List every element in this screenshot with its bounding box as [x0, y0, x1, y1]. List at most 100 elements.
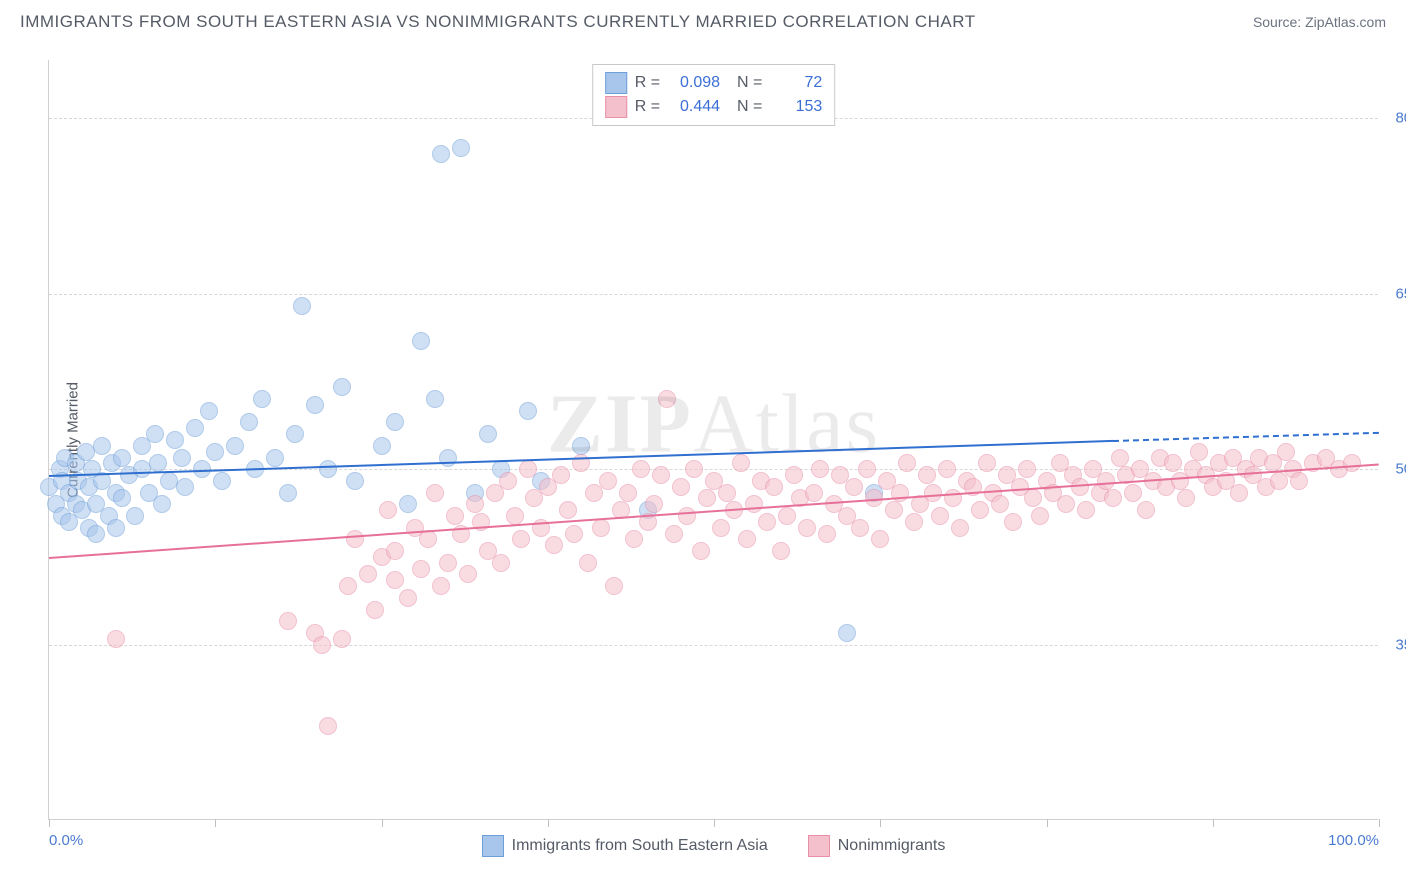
scatter-point [107, 519, 125, 537]
trend-line [1113, 432, 1379, 442]
scatter-point [851, 519, 869, 537]
scatter-point [1164, 454, 1182, 472]
scatter-point [798, 519, 816, 537]
correlation-legend: R = 0.098 N = 72 R = 0.444 N = 153 [592, 64, 836, 126]
scatter-point [838, 624, 856, 642]
scatter-point [858, 460, 876, 478]
scatter-point [399, 589, 417, 607]
scatter-point [87, 525, 105, 543]
scatter-point [319, 717, 337, 735]
scatter-point [492, 554, 510, 572]
scatter-point [765, 478, 783, 496]
scatter-point [924, 484, 942, 502]
scatter-point [1004, 513, 1022, 531]
scatter-point [432, 577, 450, 595]
scatter-point [885, 501, 903, 519]
scatter-point [565, 525, 583, 543]
scatter-point [213, 472, 231, 490]
r-value-2: 0.444 [668, 95, 720, 119]
gridline [49, 645, 1378, 646]
scatter-point [1018, 460, 1036, 478]
scatter-point [286, 425, 304, 443]
scatter-point [738, 530, 756, 548]
legend-item-1: Immigrants from South Eastern Asia [482, 835, 768, 857]
scatter-point [419, 530, 437, 548]
scatter-point [279, 612, 297, 630]
scatter-point [432, 145, 450, 163]
scatter-point [918, 466, 936, 484]
scatter-point [499, 472, 517, 490]
scatter-point [519, 460, 537, 478]
scatter-point [113, 449, 131, 467]
scatter-point [1111, 449, 1129, 467]
scatter-point [572, 437, 590, 455]
scatter-point [313, 636, 331, 654]
scatter-point [1177, 489, 1195, 507]
scatter-point [333, 378, 351, 396]
scatter-point [818, 525, 836, 543]
scatter-point [173, 449, 191, 467]
scatter-point [379, 501, 397, 519]
n-value-1: 72 [770, 71, 822, 95]
scatter-point [658, 390, 676, 408]
scatter-point [845, 478, 863, 496]
y-tick-label: 65.0% [1395, 285, 1406, 302]
scatter-point [938, 460, 956, 478]
scatter-point [126, 507, 144, 525]
scatter-point [107, 630, 125, 648]
scatter-point [1124, 484, 1142, 502]
scatter-point [240, 413, 258, 431]
scatter-point [373, 437, 391, 455]
scatter-point [632, 460, 650, 478]
scatter-point [1137, 501, 1155, 519]
scatter-point [579, 554, 597, 572]
scatter-point [665, 525, 683, 543]
scatter-point [592, 519, 610, 537]
scatter-point [426, 484, 444, 502]
scatter-point [619, 484, 637, 502]
x-tick [880, 819, 881, 827]
scatter-point [466, 495, 484, 513]
scatter-point [931, 507, 949, 525]
scatter-point [1031, 507, 1049, 525]
scatter-point [452, 139, 470, 157]
scatter-point [559, 501, 577, 519]
scatter-point [266, 449, 284, 467]
legend-row-series-1: R = 0.098 N = 72 [605, 71, 823, 95]
scatter-point [645, 495, 663, 513]
scatter-point [652, 466, 670, 484]
x-tick [548, 819, 549, 827]
scatter-chart: Currently Married ZIPAtlas 35.0%50.0%65.… [48, 60, 1378, 820]
scatter-point [1230, 484, 1248, 502]
scatter-point [698, 489, 716, 507]
scatter-point [625, 530, 643, 548]
source-link[interactable]: ZipAtlas.com [1305, 14, 1386, 30]
y-tick-label: 35.0% [1395, 636, 1406, 653]
scatter-point [692, 542, 710, 560]
legend-swatch-bottom-1 [482, 835, 504, 857]
scatter-point [678, 507, 696, 525]
legend-label-1: Immigrants from South Eastern Asia [512, 837, 768, 855]
scatter-point [1104, 489, 1122, 507]
scatter-point [506, 507, 524, 525]
x-tick [1379, 819, 1380, 827]
scatter-point [153, 495, 171, 513]
scatter-point [306, 396, 324, 414]
plot-area: 35.0%50.0%65.0%80.0%0.0%100.0% [49, 60, 1378, 819]
scatter-point [479, 425, 497, 443]
scatter-point [951, 519, 969, 537]
scatter-point [412, 560, 430, 578]
scatter-point [319, 460, 337, 478]
scatter-point [1277, 443, 1295, 461]
scatter-point [778, 507, 796, 525]
scatter-point [176, 478, 194, 496]
scatter-point [206, 443, 224, 461]
scatter-point [359, 565, 377, 583]
legend-label-2: Nonimmigrants [838, 837, 946, 855]
scatter-point [785, 466, 803, 484]
scatter-point [732, 454, 750, 472]
scatter-point [905, 513, 923, 531]
scatter-point [712, 519, 730, 537]
scatter-point [1290, 472, 1308, 490]
chart-source: Source: ZipAtlas.com [1253, 14, 1386, 30]
